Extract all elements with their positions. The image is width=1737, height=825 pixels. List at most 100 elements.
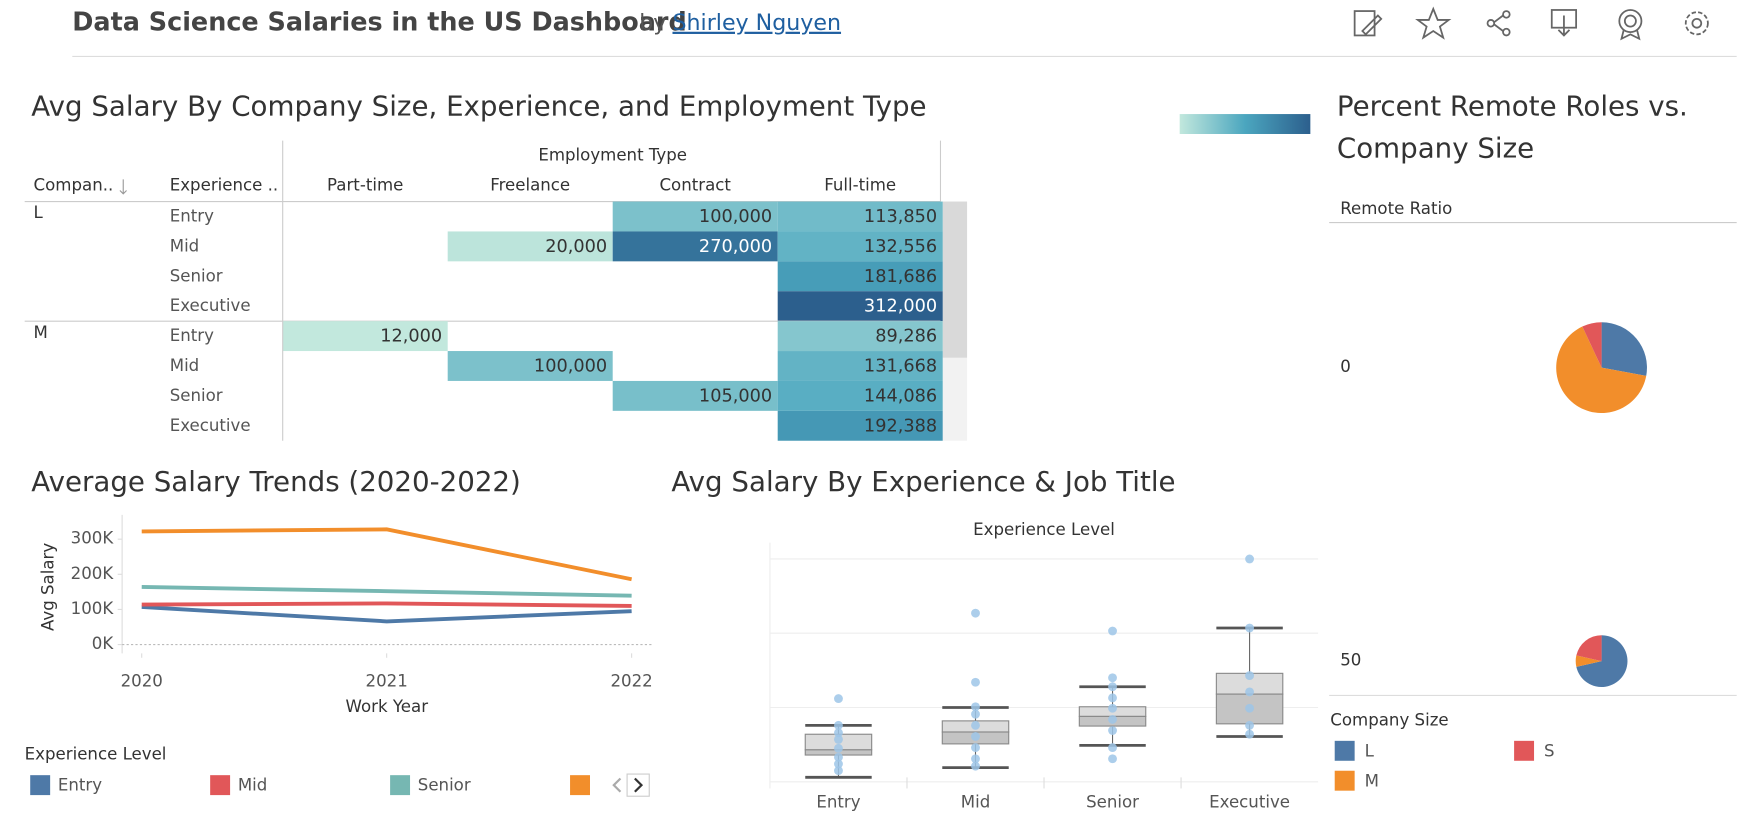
legend-label[interactable]: M (1365, 771, 1379, 790)
cell-label: 270,000 (699, 237, 772, 257)
settings-icon[interactable] (1684, 11, 1709, 36)
row-label: Mid (170, 356, 200, 375)
point (1245, 703, 1255, 713)
legend-next-box[interactable] (626, 773, 650, 797)
legend-swatch[interactable] (30, 775, 51, 796)
author-link[interactable]: Shirley Nguyen (672, 10, 841, 36)
point (1108, 673, 1117, 683)
point (1108, 693, 1117, 703)
cell (447, 231, 613, 262)
column-label: Full-time (824, 176, 896, 195)
legend-swatch[interactable] (1334, 740, 1355, 761)
row-label: Entry (170, 207, 214, 226)
cell (447, 351, 613, 381)
point (834, 766, 843, 776)
pie-slice (1556, 326, 1647, 414)
series-line (141, 605, 632, 624)
series-line (141, 601, 632, 608)
legend-label[interactable]: Entry (58, 776, 102, 795)
point (834, 720, 843, 730)
scrollbar-thumb[interactable] (942, 201, 968, 358)
color-legend (1179, 114, 1311, 134)
legend-swatch[interactable] (210, 775, 231, 796)
byline: by (639, 10, 666, 36)
cell-label: 100,000 (699, 207, 772, 227)
point (971, 720, 980, 730)
legend-next[interactable] (634, 777, 644, 793)
cell (777, 231, 943, 262)
axis-label: Remote Ratio (1340, 199, 1452, 218)
legend-swatch[interactable] (1334, 770, 1355, 791)
chart-title: Avg Salary By Experience & Job Title (671, 465, 1175, 498)
pie-slice (1601, 322, 1647, 376)
point (1108, 703, 1117, 713)
series-line (141, 527, 633, 582)
row-label: Executive (170, 416, 251, 435)
badge-icon[interactable] (1618, 9, 1643, 41)
cell-label: 113,850 (864, 207, 937, 227)
point (834, 694, 843, 704)
legend-prev[interactable] (612, 777, 622, 793)
cell (612, 231, 778, 262)
legend-label[interactable]: L (1365, 741, 1375, 760)
legend-title: Experience Level (25, 745, 167, 764)
cell (777, 380, 943, 411)
legend-swatch[interactable] (570, 775, 590, 796)
chart-title: Percent Remote Roles vs. Company Size (1337, 89, 1688, 164)
group-label: M (34, 323, 48, 342)
edit-icon[interactable] (1353, 10, 1383, 37)
column-header: Experience Level (973, 520, 1115, 539)
cell (777, 291, 943, 322)
row-label: Entry (170, 326, 214, 345)
row-label: 0 (1340, 357, 1351, 376)
cell-label: 100,000 (534, 357, 607, 377)
point (834, 735, 843, 744)
y-axis-label: Avg Salary (39, 543, 58, 631)
sort-icon[interactable] (119, 179, 127, 195)
cell (282, 321, 448, 352)
point (971, 608, 980, 618)
row-label: 50 (1340, 651, 1361, 670)
point (1108, 743, 1117, 753)
y-tick-label: 0K (92, 634, 115, 653)
group-label: L (34, 203, 44, 222)
point (971, 709, 980, 719)
download-icon[interactable] (1550, 9, 1578, 37)
row-header: Experience .. (170, 176, 278, 195)
cell (777, 261, 943, 292)
x-tick-label: Entry (816, 792, 860, 811)
y-tick-label: 200K (71, 564, 115, 583)
pie-slice (1575, 655, 1602, 667)
row-label: Mid (170, 236, 200, 255)
share-icon[interactable] (1486, 10, 1511, 37)
point (1245, 623, 1255, 633)
pie-slice (1582, 322, 1602, 368)
legend-swatch[interactable] (1514, 740, 1535, 761)
point (1245, 554, 1255, 564)
point (971, 677, 980, 687)
cell-label: 89,286 (875, 327, 937, 347)
cell-label: 20,000 (545, 237, 607, 257)
cell-label: 312,000 (864, 297, 937, 317)
legend-label[interactable]: Senior (418, 776, 471, 795)
point (1108, 754, 1117, 764)
legend-label[interactable]: Mid (238, 776, 268, 795)
point (834, 752, 843, 762)
legend-swatch[interactable] (390, 775, 411, 796)
favorite-icon[interactable] (1415, 6, 1452, 40)
legend-label[interactable]: S (1544, 741, 1555, 760)
series-line (141, 585, 632, 598)
x-tick-label: 2022 (610, 672, 652, 691)
cell-label: 192,388 (864, 416, 937, 436)
point (1108, 626, 1117, 636)
point (1108, 726, 1117, 735)
x-tick-label: Executive (1209, 792, 1290, 811)
cell (777, 410, 943, 441)
point (834, 728, 843, 738)
row-label: Senior (170, 386, 223, 405)
point (1108, 714, 1117, 724)
point (971, 702, 980, 712)
